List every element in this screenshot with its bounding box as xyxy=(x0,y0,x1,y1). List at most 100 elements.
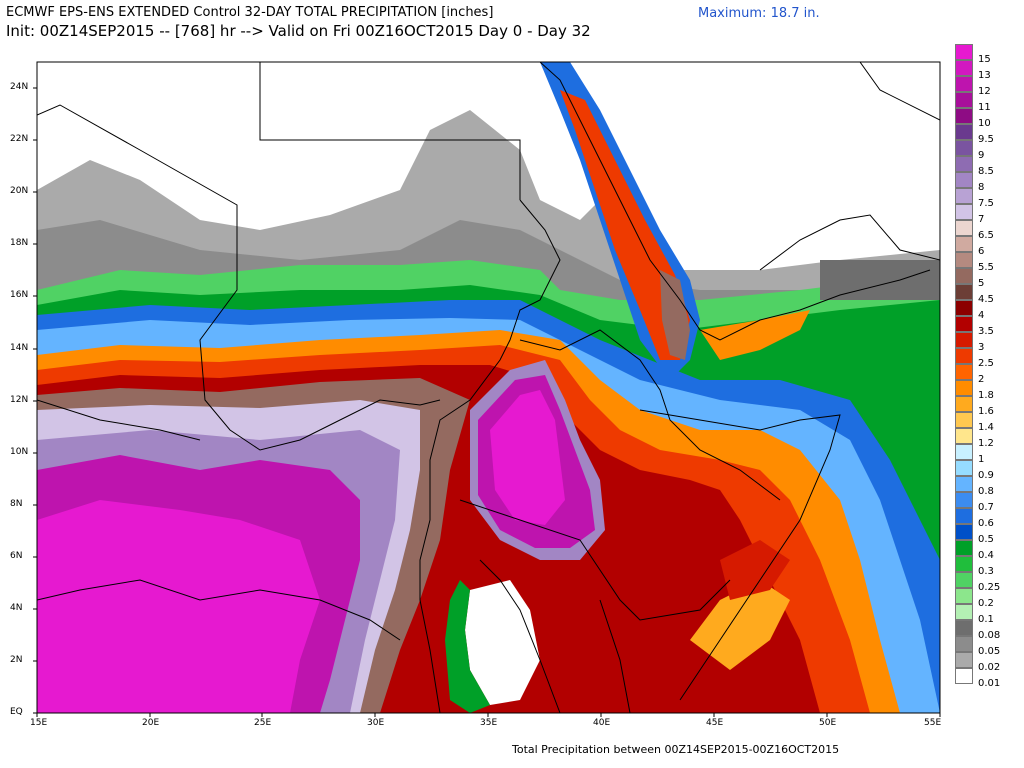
legend-swatch xyxy=(955,652,973,668)
country-borders xyxy=(37,62,940,713)
legend-swatch xyxy=(955,172,973,188)
lat-label-16n: 16N xyxy=(10,290,29,300)
legend-swatch xyxy=(955,572,973,588)
legend-swatch xyxy=(955,220,973,236)
lon-label-45e: 45E xyxy=(706,718,724,728)
lat-label-18n: 18N xyxy=(10,238,29,248)
legend-swatch xyxy=(955,236,973,252)
legend-swatch xyxy=(955,316,973,332)
legend-label: 9.5 xyxy=(978,134,994,145)
legend-swatch xyxy=(955,412,973,428)
legend-swatch xyxy=(955,588,973,604)
lon-label-15e: 15E xyxy=(30,718,48,728)
lon-label-25e: 25E xyxy=(254,718,272,728)
legend-swatch xyxy=(955,92,973,108)
lat-label-22n: 22N xyxy=(10,134,29,144)
lat-label-14n: 14N xyxy=(10,343,29,353)
legend-swatch xyxy=(955,396,973,412)
legend-label: 3.5 xyxy=(978,326,994,337)
legend-label: 7.5 xyxy=(978,198,994,209)
legend-swatch xyxy=(955,476,973,492)
legend-label: 9 xyxy=(978,150,985,161)
legend-label: 12 xyxy=(978,86,991,97)
lat-label-20n: 20N xyxy=(10,186,29,196)
legend-swatch xyxy=(955,540,973,556)
legend-label: 0.5 xyxy=(978,534,994,545)
legend-label: 6 xyxy=(978,246,985,257)
legend-swatch xyxy=(955,428,973,444)
legend-label: 0.9 xyxy=(978,470,994,481)
legend-label: 0.2 xyxy=(978,598,994,609)
lat-label-24n: 24N xyxy=(10,82,29,92)
legend-label: 1 xyxy=(978,454,985,465)
lat-label-6n: 6N xyxy=(10,551,23,561)
legend-swatch xyxy=(955,60,973,76)
lon-label-20e: 20E xyxy=(142,718,160,728)
legend-swatch xyxy=(955,492,973,508)
legend-swatch xyxy=(955,44,973,60)
legend-swatch xyxy=(955,188,973,204)
legend-label: 11 xyxy=(978,102,991,113)
lon-label-30e: 30E xyxy=(367,718,385,728)
legend-swatch xyxy=(955,556,973,572)
legend-label: 4 xyxy=(978,310,985,321)
legend-label: 2.5 xyxy=(978,358,994,369)
legend-label: 1.8 xyxy=(978,390,994,401)
legend-label: 5 xyxy=(978,278,985,289)
footer-text: Total Precipitation between 00Z14SEP2015… xyxy=(512,743,840,756)
legend-swatch xyxy=(955,76,973,92)
legend-swatch xyxy=(955,444,973,460)
legend-swatch xyxy=(955,156,973,172)
legend-label: 8.5 xyxy=(978,166,994,177)
legend-swatch xyxy=(955,204,973,220)
legend-label: 0.8 xyxy=(978,486,994,497)
legend-label: 0.02 xyxy=(978,662,1001,673)
legend-swatch xyxy=(955,604,973,620)
legend-label: 0.25 xyxy=(978,582,1001,593)
legend-swatch xyxy=(955,332,973,348)
legend-swatch xyxy=(955,380,973,396)
legend-label: 8 xyxy=(978,182,985,193)
legend-label: 0.6 xyxy=(978,518,994,529)
chart-title: ECMWF EPS-ENS EXTENDED Control 32-DAY TO… xyxy=(6,5,494,20)
precipitation-field xyxy=(37,62,940,713)
legend-label: 0.3 xyxy=(978,566,994,577)
legend-label: 1.2 xyxy=(978,438,994,449)
legend-label: 13 xyxy=(978,70,991,81)
maximum-value: Maximum: 18.7 in. xyxy=(698,6,820,21)
lon-label-55e: 55E xyxy=(924,718,942,728)
legend-swatch xyxy=(955,252,973,268)
legend-swatch xyxy=(955,364,973,380)
chart-subtitle: Init: 00Z14SEP2015 -- [768] hr --> Valid… xyxy=(6,22,591,40)
legend-label: 0.01 xyxy=(978,678,1001,689)
legend-label: 0.08 xyxy=(978,630,1001,641)
legend-label: 1.6 xyxy=(978,406,994,417)
lon-label-40e: 40E xyxy=(593,718,611,728)
legend-swatch xyxy=(955,284,973,300)
legend-label: 6.5 xyxy=(978,230,994,241)
lat-label-4n: 4N xyxy=(10,603,23,613)
axis-ticks xyxy=(33,87,941,717)
legend-label: 5.5 xyxy=(978,262,994,273)
lon-label-35e: 35E xyxy=(480,718,498,728)
legend-label: 1.4 xyxy=(978,422,994,433)
lat-label-2n: 2N xyxy=(10,655,23,665)
lat-label-10n: 10N xyxy=(10,447,29,457)
legend-swatch xyxy=(955,140,973,156)
legend-swatch xyxy=(955,348,973,364)
legend-swatch xyxy=(955,124,973,140)
lat-label-eq: EQ xyxy=(10,707,23,717)
legend-label: 15 xyxy=(978,54,991,65)
legend-label: 4.5 xyxy=(978,294,994,305)
legend-swatch xyxy=(955,460,973,476)
legend-label: 2 xyxy=(978,374,985,385)
lat-label-12n: 12N xyxy=(10,395,29,405)
legend-swatch xyxy=(955,108,973,124)
legend-swatch xyxy=(955,268,973,284)
legend-label: 0.4 xyxy=(978,550,994,561)
lon-label-50e: 50E xyxy=(819,718,837,728)
legend-label: 7 xyxy=(978,214,985,225)
legend-swatch xyxy=(955,636,973,652)
legend-label: 0.1 xyxy=(978,614,994,625)
